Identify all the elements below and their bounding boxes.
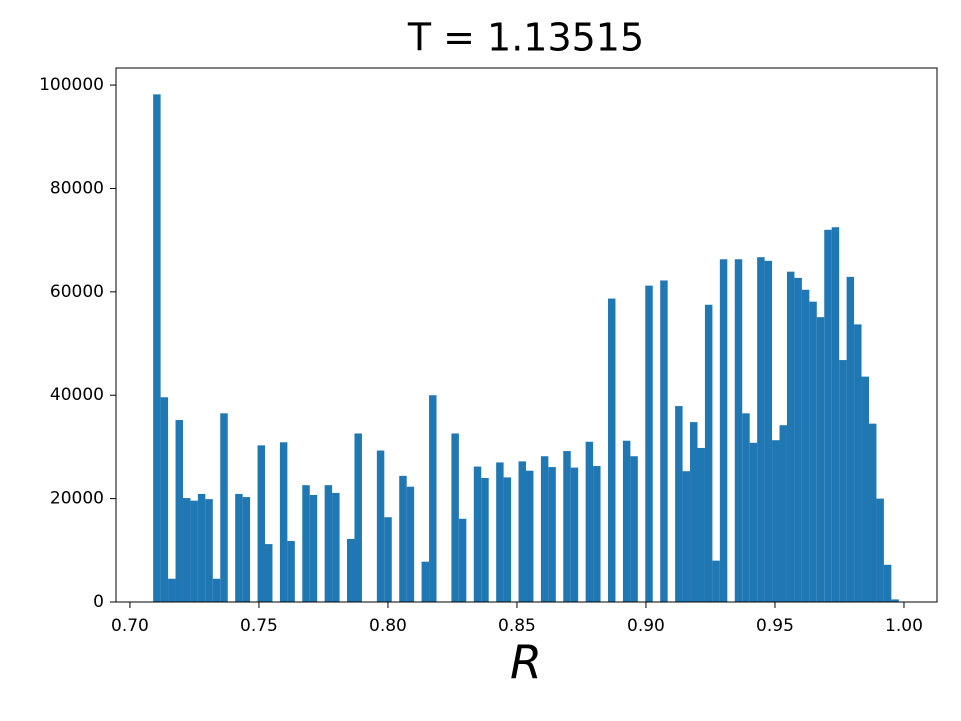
bar xyxy=(458,518,467,602)
bar xyxy=(868,423,877,602)
bar xyxy=(384,517,392,602)
bar xyxy=(332,492,340,602)
bar xyxy=(160,397,169,602)
bar xyxy=(742,413,750,602)
bar xyxy=(630,456,638,602)
bar xyxy=(690,422,698,602)
bar xyxy=(846,276,855,602)
bar xyxy=(481,477,489,602)
bar xyxy=(779,425,787,602)
bar xyxy=(175,420,183,602)
bar xyxy=(749,442,758,602)
bar xyxy=(794,277,802,602)
bar xyxy=(831,227,840,602)
bar xyxy=(876,498,884,602)
y-tick-label: 0 xyxy=(93,592,104,612)
bar xyxy=(682,471,691,602)
bar xyxy=(421,561,430,602)
bar xyxy=(399,475,407,602)
bar xyxy=(451,433,459,602)
bar xyxy=(570,467,579,602)
bar xyxy=(891,599,899,602)
x-tick-label: 0.75 xyxy=(240,616,278,636)
bar xyxy=(205,499,213,602)
bar xyxy=(719,259,728,602)
x-tick-label: 0.80 xyxy=(369,616,407,636)
bar xyxy=(212,578,221,602)
bar xyxy=(518,461,526,602)
bar xyxy=(861,376,869,602)
x-tick-label: 1.00 xyxy=(885,616,923,636)
bar xyxy=(645,285,653,602)
bar xyxy=(757,257,765,602)
bar xyxy=(548,467,556,602)
bar xyxy=(257,445,266,602)
y-tick-label: 40000 xyxy=(50,385,104,405)
bar xyxy=(190,500,198,602)
bar xyxy=(839,360,847,602)
bar xyxy=(712,560,720,602)
x-tick-label: 0.70 xyxy=(111,616,149,636)
bar xyxy=(324,485,333,602)
bar xyxy=(376,450,385,602)
x-tick-label: 0.95 xyxy=(756,616,794,636)
x-tick-label: 0.90 xyxy=(627,616,665,636)
bar xyxy=(347,538,355,602)
plot-frame xyxy=(115,67,938,603)
y-tick-label: 100000 xyxy=(39,75,104,95)
bar xyxy=(675,406,683,602)
bar xyxy=(772,440,780,602)
bar xyxy=(660,280,668,602)
bar xyxy=(801,289,810,602)
bar xyxy=(824,229,832,602)
y-tick-label: 20000 xyxy=(50,489,104,509)
x-tick-label: 0.85 xyxy=(498,616,536,636)
bar xyxy=(883,564,892,602)
bar xyxy=(608,298,616,602)
bar xyxy=(809,301,817,602)
bar xyxy=(287,541,295,602)
bar xyxy=(540,456,549,602)
bar xyxy=(585,441,594,602)
x-axis-label: R xyxy=(510,636,542,690)
bar xyxy=(473,466,482,602)
bar xyxy=(265,544,273,602)
bar xyxy=(354,433,362,602)
bar xyxy=(302,485,310,602)
bar xyxy=(496,462,504,602)
bar xyxy=(764,260,773,602)
bar xyxy=(704,304,713,602)
bar xyxy=(242,497,251,602)
bar xyxy=(279,442,288,602)
y-tick-label: 80000 xyxy=(50,178,104,198)
bar xyxy=(622,440,631,602)
bar xyxy=(854,324,862,602)
bar xyxy=(182,498,191,602)
bar xyxy=(220,413,228,602)
chart-title: T = 1.13515 xyxy=(407,16,644,60)
bar xyxy=(593,466,601,602)
bar xyxy=(429,395,437,602)
bar xyxy=(503,477,512,602)
bar xyxy=(525,470,534,602)
bar xyxy=(697,447,705,602)
bar xyxy=(734,259,743,602)
bar xyxy=(197,493,206,602)
bar xyxy=(168,578,176,602)
bar xyxy=(153,94,161,603)
bar xyxy=(816,317,825,602)
bar xyxy=(235,493,243,602)
bar xyxy=(406,486,415,602)
bar xyxy=(563,451,571,602)
y-tick-label: 60000 xyxy=(50,282,104,302)
bar xyxy=(309,494,318,602)
bar xyxy=(786,271,795,602)
